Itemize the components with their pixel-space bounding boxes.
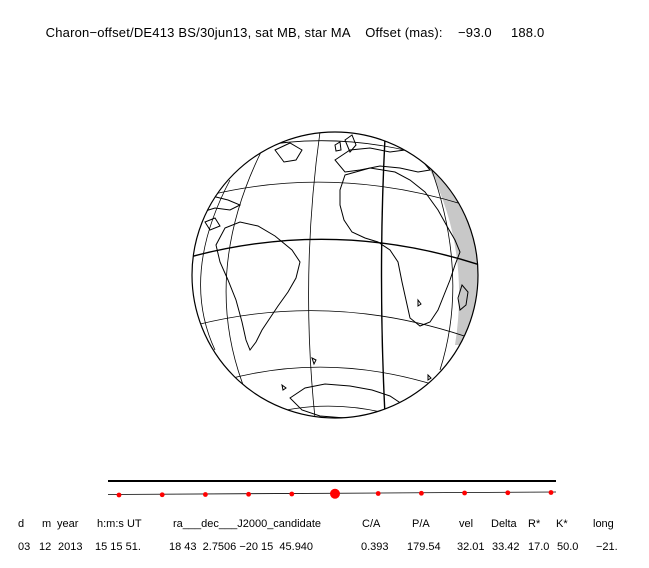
table-header-d: d xyxy=(18,518,25,530)
table-value-delta: 33.42 xyxy=(492,541,520,553)
table-header-ca: C/A xyxy=(362,518,381,530)
track-dot xyxy=(462,490,467,496)
title-offset-x: −93.0 xyxy=(457,25,492,40)
table-value-year: 2013 xyxy=(58,541,83,553)
table-value-rstar: 17.0 xyxy=(528,541,550,553)
europe-landmass xyxy=(334,147,431,173)
track-dot xyxy=(203,492,208,497)
table-header-rstar: R* xyxy=(528,518,541,530)
track-dot xyxy=(116,492,122,498)
table-header-year: year xyxy=(57,518,79,530)
table-header-pa: P/A xyxy=(412,518,430,530)
table-header-kstar: K* xyxy=(556,518,568,530)
south-america-landmass xyxy=(215,221,301,352)
table-header-vel: vel xyxy=(459,518,474,530)
greenland-landmass xyxy=(274,142,303,163)
title-offset-label: Offset (mas): xyxy=(365,25,443,40)
table-value-ca: 0.393 xyxy=(361,541,389,553)
table-header-delta: Delta xyxy=(491,518,517,530)
table-value-long: −21. xyxy=(596,541,618,553)
track-dot xyxy=(246,491,252,497)
table-header-long: long xyxy=(593,518,614,530)
title-offset-y: 188.0 xyxy=(510,25,545,40)
table-value-d: 03 xyxy=(18,541,31,553)
title-event: Charon−offset/DE413 BS/30jun13, sat MB, … xyxy=(45,25,350,40)
track-dot xyxy=(419,490,424,496)
track-dot xyxy=(159,492,165,498)
table-value-vel: 32.01 xyxy=(457,541,485,553)
track-dot-midtime xyxy=(330,488,340,499)
madagascar-landmass xyxy=(457,283,469,311)
table-value-radec: 18 43 2.7506 −20 15 45.940 xyxy=(169,541,314,553)
africa-landmass xyxy=(339,167,461,327)
track-dot xyxy=(505,490,511,496)
table-value-pa: 179.54 xyxy=(407,541,441,553)
globe-outline xyxy=(191,131,479,419)
plot-title: Charon−offset/DE413 BS/30jun13, sat MB, … xyxy=(38,10,545,40)
table-header-radec: ra___dec___J2000_candidate xyxy=(173,518,322,530)
track-dots xyxy=(116,488,554,499)
table-header-m: m xyxy=(42,518,52,530)
british-isles-landmass xyxy=(334,134,357,153)
islands xyxy=(281,298,432,391)
table-value-m: 12 xyxy=(39,541,52,553)
track-dot xyxy=(375,491,381,496)
table-value-time: 15 15 51. xyxy=(95,541,141,553)
table-value-kstar: 50.0 xyxy=(557,541,579,553)
track-dot xyxy=(289,491,295,497)
track-dot xyxy=(548,490,554,495)
table-header-time: h:m:s UT xyxy=(97,518,142,530)
